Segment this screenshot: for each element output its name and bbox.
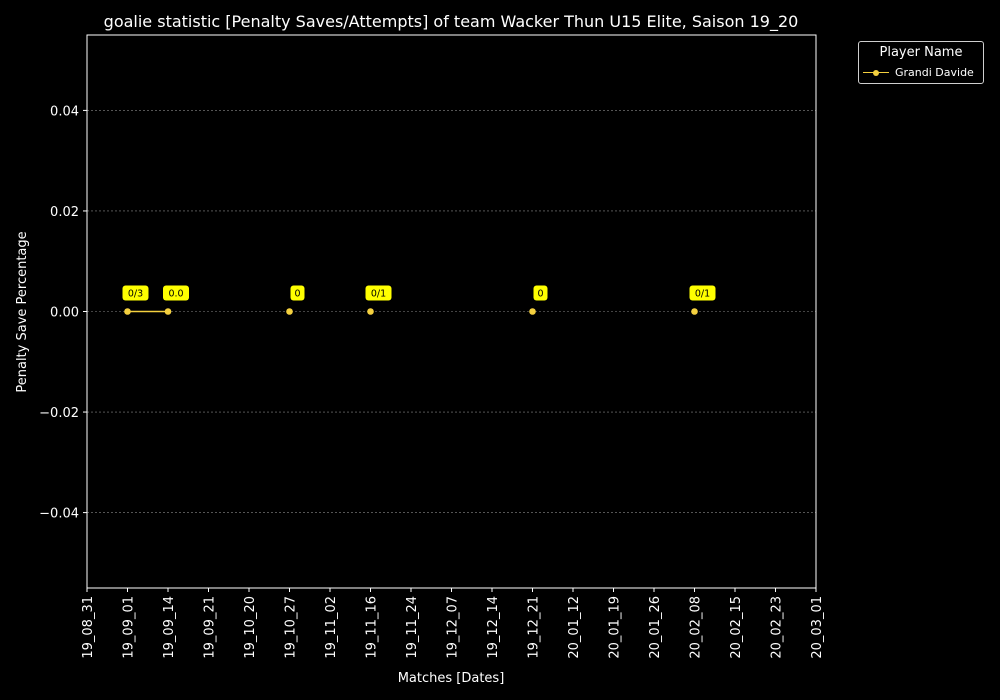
data-label-box xyxy=(163,285,189,301)
data-label: 0 xyxy=(537,289,543,300)
data-label-box xyxy=(689,285,716,301)
y-axis-label: Penalty Save Percentage xyxy=(15,231,30,392)
data-label-box xyxy=(533,285,548,301)
legend-title: Player Name xyxy=(879,45,963,60)
data-label: 0/1 xyxy=(695,289,710,300)
x-tick-label: 19_12_21 xyxy=(527,596,542,659)
data-label-box xyxy=(290,285,305,301)
x-tick-label: 20_01_19 xyxy=(608,596,623,659)
legend-label: Grandi Davide xyxy=(895,66,974,79)
chart-title: goalie statistic [Penalty Saves/Attempts… xyxy=(104,12,799,32)
y-tick-label: 0.02 xyxy=(50,205,79,220)
legend: Player Name Grandi Davide xyxy=(858,41,984,84)
y-axis-ticks: −0.04 −0.02 0.00 0.02 0.04 xyxy=(39,104,87,522)
x-tick-label: 19_10_27 xyxy=(284,596,299,659)
x-tick-label: 19_11_02 xyxy=(324,596,339,659)
data-label: 0.0 xyxy=(168,289,183,300)
legend-line-marker xyxy=(863,67,889,79)
x-tick-label: 20_01_26 xyxy=(648,596,663,659)
data-label: 0 xyxy=(294,289,300,300)
y-tick-label: 0.04 xyxy=(50,104,79,119)
x-tick-label: 19_12_14 xyxy=(486,596,501,659)
x-tick-label: 20_03_01 xyxy=(810,596,825,659)
x-tick-label: 19_11_24 xyxy=(405,596,420,659)
x-tick-label: 19_10_20 xyxy=(243,596,258,659)
x-tick-label: 19_11_16 xyxy=(365,596,380,659)
x-tick-label: 20_02_08 xyxy=(689,596,704,659)
data-label-box xyxy=(365,285,392,301)
y-tick-label: −0.02 xyxy=(39,406,79,421)
x-tick-label: 19_09_01 xyxy=(122,596,137,659)
x-tick-label: 19_08_31 xyxy=(81,596,96,659)
y-tick-label: −0.04 xyxy=(39,507,79,522)
legend-entry: Grandi Davide xyxy=(863,66,974,79)
x-tick-label: 20_01_12 xyxy=(567,596,582,659)
x-axis-ticks: 19_08_31 19_09_01 19_09_14 19_09_21 19_10_20… xyxy=(81,588,825,659)
data-point xyxy=(367,308,374,315)
data-point xyxy=(286,308,293,315)
x-tick-label: 19_09_14 xyxy=(162,596,177,659)
x-axis-label: Matches [Dates] xyxy=(398,671,505,686)
data-point xyxy=(691,308,698,315)
y-tick-label: 0.00 xyxy=(50,306,79,321)
data-points xyxy=(124,308,698,315)
data-label: 0/3 xyxy=(128,289,143,300)
data-point xyxy=(164,308,172,315)
x-tick-label: 20_02_23 xyxy=(770,596,785,659)
data-label-box xyxy=(122,285,149,301)
data-point xyxy=(529,308,536,315)
gridlines xyxy=(87,110,816,513)
data-label: 0/1 xyxy=(371,289,386,300)
x-tick-label: 19_09_21 xyxy=(203,596,218,659)
data-labels: 0/3 0.0 0 0/1 0 0/1 xyxy=(122,285,716,301)
data-point xyxy=(124,308,131,315)
x-tick-label: 19_12_07 xyxy=(446,596,461,659)
x-tick-label: 20_02_15 xyxy=(729,596,744,659)
